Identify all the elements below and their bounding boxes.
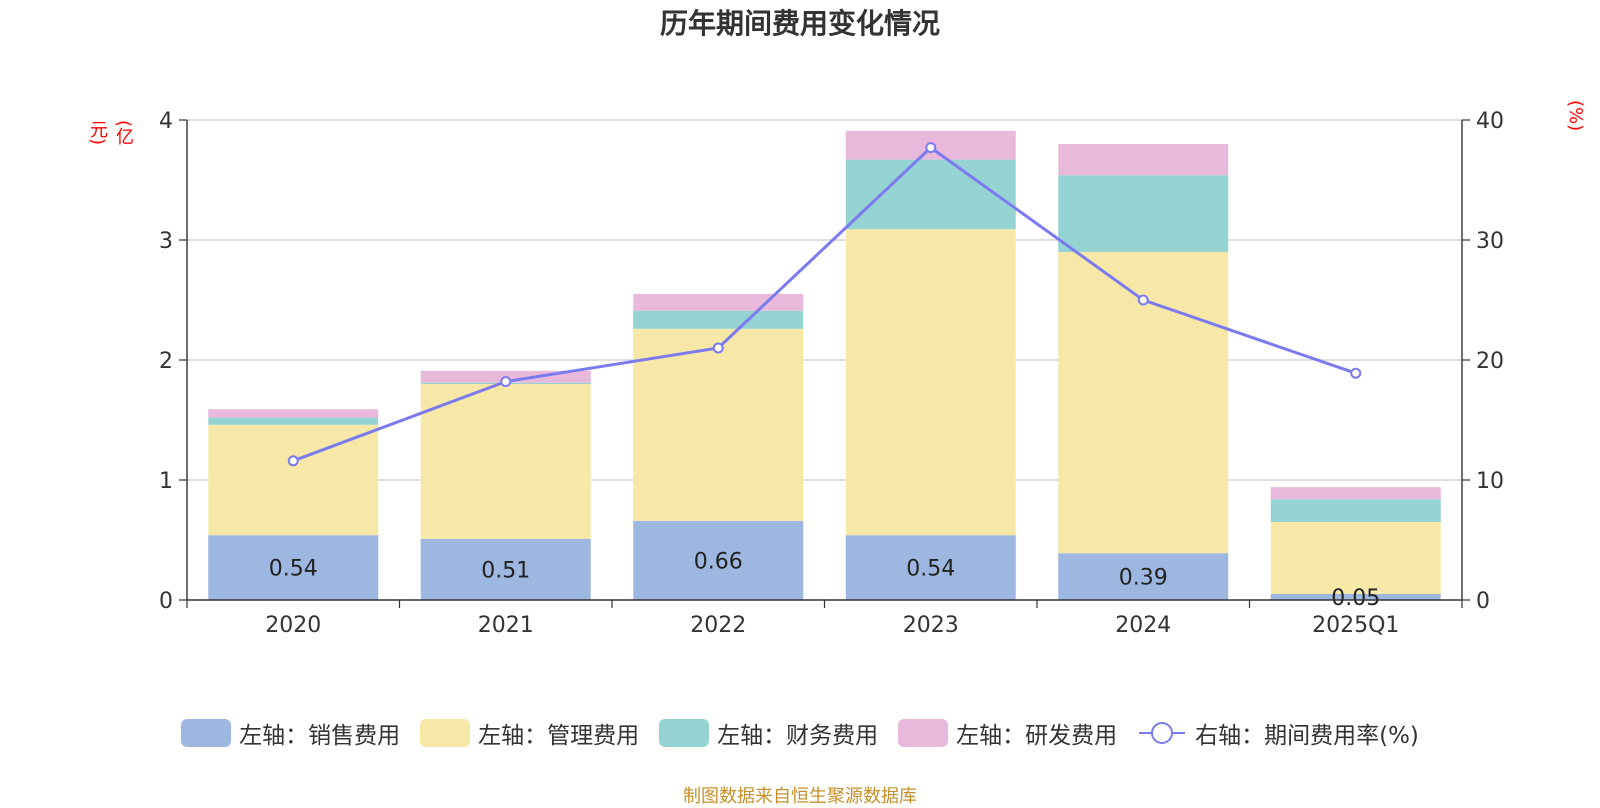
legend-swatch-rnd [898,719,949,747]
bar-segment-rnd[interactable] [208,409,379,418]
right-axis-tick-label: 0 [1476,589,1490,614]
legend-line-circle-icon [1139,722,1186,744]
right-axis-tick-label: 40 [1476,109,1504,134]
legend-item-finance[interactable]: 左轴：财务费用 [659,716,878,750]
bar-segment-admin[interactable] [420,384,591,539]
left-axis-tick-label: 2 [159,349,173,374]
bar-segment-finance[interactable] [208,417,379,425]
left-axis-tick-label: 4 [159,109,173,134]
legend-label-admin: 左轴：管理费用 [478,723,640,749]
rate-line-series [287,142,1362,467]
legend-label-finance: 左轴：财务费用 [717,723,879,749]
bar-segment-finance[interactable] [633,310,804,329]
legend-swatch-sales [181,719,232,747]
legend-item-admin[interactable]: 左轴：管理费用 [420,716,639,750]
legend-label-rnd: 左轴：研发费用 [956,723,1118,749]
bar-segment-rnd[interactable] [1270,487,1441,500]
legend-swatch-finance [659,719,710,747]
legend-swatch-admin [420,719,471,747]
bar-segment-finance[interactable] [1058,175,1229,252]
x-axis-category-label: 2020 [265,613,321,638]
bar-segment-rnd[interactable] [1058,144,1229,176]
legend-item-sales[interactable]: 左轴：销售费用 [181,716,400,750]
x-axis-category-label: 2022 [690,613,746,638]
legend-item-rnd[interactable]: 左轴：研发费用 [898,716,1117,750]
bar-value-label: 0.39 [1119,566,1168,591]
chart-title: 历年期间费用变化情况 [659,7,940,40]
legend-item-rate[interactable]: 右轴：期间费用率(%) [1137,716,1419,750]
rate-line-point[interactable] [925,142,937,154]
rate-line-point[interactable] [500,376,512,388]
left-axis-unit: (亿元) [87,120,134,146]
right-axis-tick-label: 30 [1476,229,1504,254]
data-source-note: 制图数据来自恒生聚源数据库 [683,786,917,807]
gridlines [187,119,1462,481]
bar-segment-admin[interactable] [208,424,379,536]
bar-value-label: 0.66 [694,549,743,574]
left-axis-tick-label: 1 [159,469,173,494]
x-axis-category-label: 2025Q1 [1312,613,1399,638]
bar-segment-finance[interactable] [1270,499,1441,522]
rate-line-point[interactable] [1137,294,1149,306]
bar-segment-sales[interactable] [845,535,1016,600]
rate-line-point[interactable] [287,455,299,467]
bar-series [208,130,1441,600]
x-axis-category-label: 2024 [1115,613,1171,638]
left-axis-tick-label: 0 [159,589,173,614]
x-axis-category-label: 2023 [903,613,959,638]
bar-value-label: 0.05 [1331,586,1380,611]
bar-segment-admin[interactable] [633,328,804,521]
right-axis-unit: (%) [1565,100,1586,132]
legend: 左轴：销售费用 左轴：管理费用 左轴：财务费用 左轴：研发费用 右轴：期间费用率… [0,716,1600,750]
bar-data-labels: 0.54 0.51 0.66 0.54 0.39 0.05 [269,549,1380,611]
right-axis-tick-label: 10 [1476,469,1504,494]
bar-value-label: 0.54 [269,557,318,582]
legend-label-sales: 左轴：销售费用 [239,723,401,749]
bar-segment-rnd[interactable] [633,294,804,311]
bar-segment-admin[interactable] [1270,522,1441,594]
bar-segment-finance[interactable] [845,159,1016,230]
x-axis-category-label: 2021 [478,613,534,638]
bar-segment-sales[interactable] [208,535,379,600]
bar-value-label: 0.54 [906,557,955,582]
left-axis-tick-label: 3 [159,229,173,254]
right-axis-tick-label: 20 [1476,349,1504,374]
bar-segment-admin[interactable] [845,229,1016,536]
rate-line-point[interactable] [712,342,724,354]
bar-segment-sales[interactable] [1270,594,1441,600]
bar-segment-sales[interactable] [1058,553,1229,600]
rate-line-point[interactable] [1350,367,1362,379]
rate-line [292,145,1357,463]
bar-segment-sales[interactable] [420,538,591,600]
legend-label-rate: 右轴：期间费用率(%) [1195,723,1419,749]
bar-segment-sales[interactable] [633,520,804,600]
bar-value-label: 0.51 [481,558,530,583]
